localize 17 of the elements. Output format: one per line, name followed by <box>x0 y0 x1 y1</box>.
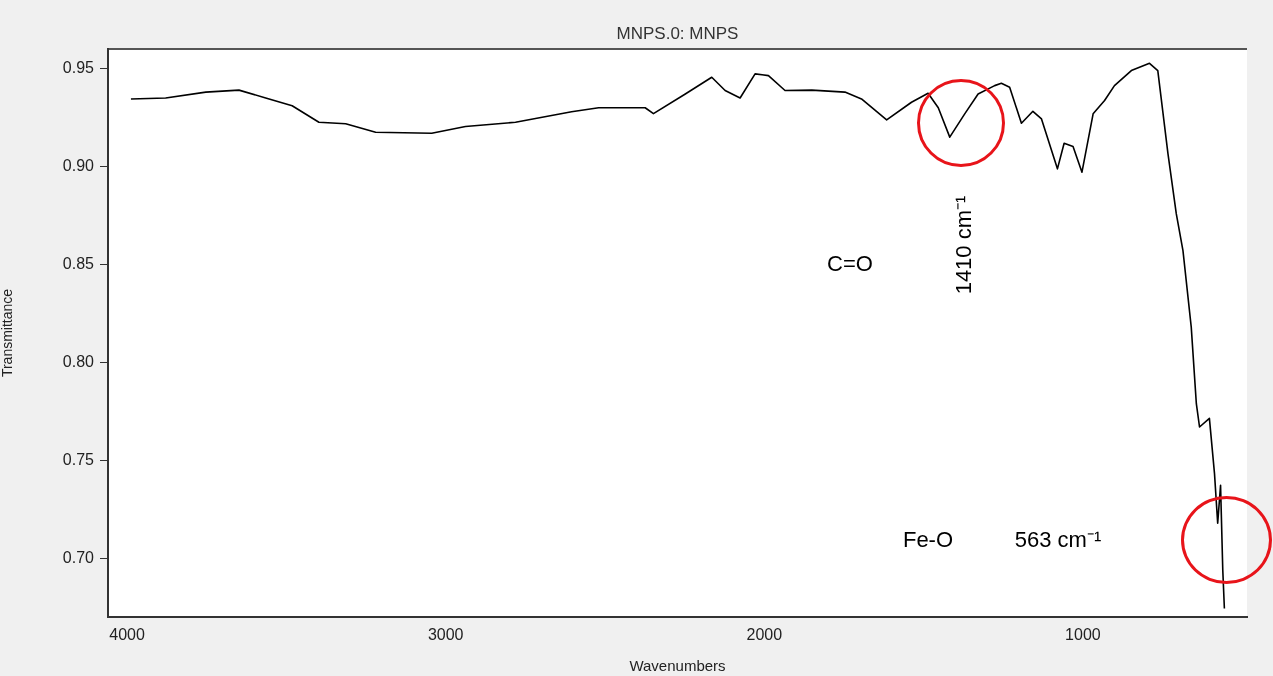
y-axis-title: Transmittance <box>0 288 16 378</box>
y-tick-label: 0.75 <box>62 450 95 468</box>
x-tick-label: 2000 <box>746 626 783 644</box>
x-tick-label: 1000 <box>1065 626 1101 644</box>
y-tick-label: 0.80 <box>62 352 95 370</box>
y-tick-label: 0.85 <box>62 254 95 272</box>
annotation: Fe-O <box>902 527 954 553</box>
x-axis-title: Wavenumbers <box>629 657 726 675</box>
chart-title: MNPS.0: MNPS <box>616 24 739 44</box>
y-tick-label: 0.90 <box>62 156 95 174</box>
x-tick-label: 3000 <box>427 626 464 644</box>
y-tick-label: 0.70 <box>62 548 95 566</box>
y-tick-label: 0.95 <box>62 58 95 76</box>
annotation: C=O <box>827 251 873 277</box>
x-tick-label: 4000 <box>109 626 146 644</box>
annotation: 563 cm⁻¹ <box>1014 527 1102 553</box>
annotation: 1410 cm⁻¹ <box>951 195 977 295</box>
